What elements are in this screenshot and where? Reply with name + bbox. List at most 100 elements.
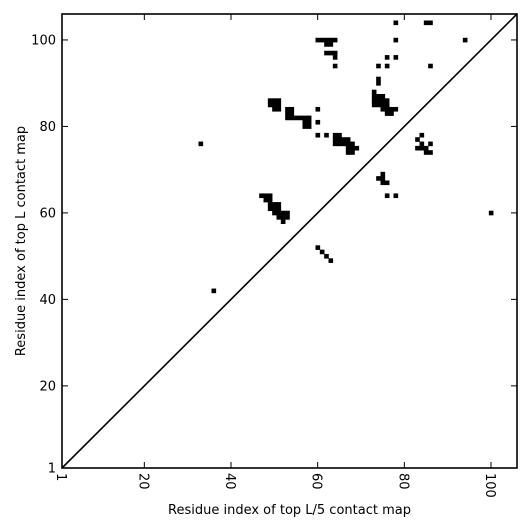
y-tick-label: 60 xyxy=(39,206,56,221)
contact-point xyxy=(272,202,277,207)
contact-point xyxy=(324,37,329,43)
contact-point xyxy=(272,210,277,216)
x-tick-label: 20 xyxy=(135,473,150,490)
y-axis-label: Residue index of top L contact map xyxy=(14,126,29,356)
contact-point xyxy=(272,106,277,112)
contact-point xyxy=(211,288,217,294)
contact-point xyxy=(415,145,420,151)
contact-point xyxy=(267,202,273,207)
contact-point xyxy=(276,98,282,103)
diagonal-line xyxy=(61,13,518,469)
contact-point xyxy=(376,63,381,69)
contact-point xyxy=(371,98,377,103)
contact-point xyxy=(415,137,420,142)
contact-point xyxy=(280,219,286,224)
contact-point xyxy=(488,210,494,216)
contact-point xyxy=(276,202,282,207)
contact-point xyxy=(384,98,390,103)
y-tick-label: 1 xyxy=(48,462,56,477)
contact-point xyxy=(384,63,390,69)
contact-point xyxy=(289,106,295,112)
contact-point xyxy=(419,141,425,147)
contact-point xyxy=(423,20,429,26)
contact-point xyxy=(345,150,351,155)
contact-point xyxy=(376,76,381,82)
contact-point xyxy=(393,106,399,112)
contact-point xyxy=(285,210,290,216)
contact-point xyxy=(341,141,347,147)
contact-point xyxy=(276,210,282,216)
contact-point xyxy=(384,111,390,116)
contact-point xyxy=(263,197,269,203)
contact-point xyxy=(285,215,290,220)
contact-point xyxy=(376,81,381,86)
contact-point xyxy=(319,37,325,43)
contact-point xyxy=(380,180,386,186)
plot-frame xyxy=(61,13,518,469)
contact-point xyxy=(285,111,290,116)
contact-point xyxy=(393,193,399,199)
y-tick-label: 40 xyxy=(39,293,56,308)
contact-point xyxy=(428,63,433,69)
contact-point xyxy=(324,42,329,47)
contact-point xyxy=(328,37,334,43)
contact-point xyxy=(428,141,433,147)
contact-point xyxy=(350,141,355,147)
contact-point xyxy=(376,102,381,108)
contact-point xyxy=(306,115,312,121)
contact-point xyxy=(332,63,338,69)
y-tick-label: 20 xyxy=(39,379,56,394)
contact-point xyxy=(328,258,334,263)
contact-point xyxy=(389,106,394,112)
contact-point xyxy=(267,98,273,103)
contact-point xyxy=(315,132,321,138)
contact-point xyxy=(354,145,360,151)
y-axis: 1 20 40 60 80 100 xyxy=(31,33,517,477)
contact-point xyxy=(315,245,321,250)
contact-point xyxy=(259,193,264,199)
y-tick-label: 100 xyxy=(31,33,56,48)
contact-point xyxy=(428,20,433,26)
contact-point xyxy=(280,215,286,220)
x-tick-label: 100 xyxy=(482,473,497,498)
contact-point xyxy=(380,106,386,112)
contact-point xyxy=(350,150,355,155)
x-tick-label: 80 xyxy=(395,473,410,490)
contact-point xyxy=(337,141,342,147)
contact-point xyxy=(319,249,325,255)
contact-point xyxy=(384,102,390,108)
contact-point xyxy=(267,102,273,108)
contact-point xyxy=(276,102,282,108)
contact-point xyxy=(280,210,286,216)
contact-point xyxy=(302,119,308,125)
x-tick-label: 60 xyxy=(309,473,324,490)
contact-point xyxy=(384,106,390,112)
contact-point xyxy=(272,102,277,108)
contact-point xyxy=(324,50,329,56)
contact-point xyxy=(315,106,321,112)
contact-point xyxy=(419,132,425,138)
x-tick-label: 40 xyxy=(222,473,237,490)
contact-point xyxy=(324,253,329,259)
contact-point xyxy=(376,93,381,99)
contact-point xyxy=(389,111,394,116)
contact-point xyxy=(345,145,351,151)
contact-point xyxy=(263,193,269,199)
contact-point xyxy=(267,206,273,212)
contact-point xyxy=(393,20,399,26)
contact-point xyxy=(341,137,347,142)
contact-point xyxy=(332,50,338,56)
contact-point xyxy=(393,37,399,43)
contact-point xyxy=(328,42,334,47)
contact-point xyxy=(328,50,334,56)
contact-point xyxy=(276,215,282,220)
contact-point xyxy=(376,176,381,181)
x-axis-label: Residue index of top L/5 contact map xyxy=(168,503,411,518)
contact-point xyxy=(276,206,282,212)
contact-point xyxy=(332,137,338,142)
contact-point xyxy=(462,37,468,43)
contact-point xyxy=(272,98,277,103)
contact-point xyxy=(332,37,338,43)
contact-point xyxy=(267,197,273,203)
